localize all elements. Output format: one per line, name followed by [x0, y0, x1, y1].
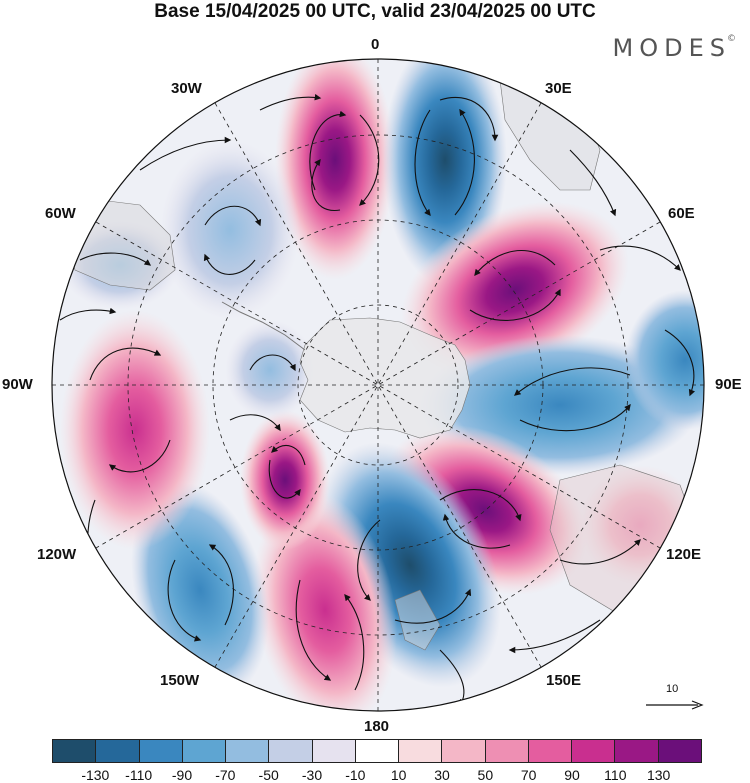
lon-label-150w: 150W — [160, 672, 200, 689]
anomaly-field — [52, 59, 704, 711]
colorbar-tick-label: -130 — [81, 767, 110, 783]
colorbar-tick-label: -10 — [345, 767, 366, 783]
colorbar-swatch — [312, 740, 356, 762]
colorbar-swatch — [269, 740, 313, 762]
colorbar-swatch — [658, 740, 701, 762]
colorbar-tick-label: -110 — [125, 767, 153, 783]
negative-anomaly — [225, 320, 315, 420]
positive-anomaly — [252, 491, 398, 711]
lon-label-60e: 60E — [668, 205, 695, 222]
lon-label-30e: 30E — [545, 80, 572, 97]
graticule — [52, 59, 704, 711]
colorbar-tick-label: 10 — [390, 767, 407, 783]
chart-title: Base 15/04/2025 00 UTC, valid 23/04/2025… — [154, 1, 596, 22]
colorbar-swatch — [442, 740, 486, 762]
lon-label-180: 180 — [364, 718, 390, 735]
colorbar-tick-label: 70 — [520, 767, 537, 783]
colorbar-tick-label: -90 — [171, 767, 193, 783]
new-zealand — [394, 589, 441, 651]
colorbar-swatch — [399, 740, 443, 762]
colorbar-swatch — [355, 740, 400, 762]
positive-anomaly — [401, 201, 629, 379]
brand-text: MODES — [612, 34, 731, 62]
colorbar-swatch — [485, 740, 529, 762]
reference-arrow-icon — [646, 700, 704, 710]
lon-label-60w: 60W — [45, 205, 76, 222]
colorbar-tick-label: 110 — [604, 767, 627, 783]
colorbar-tick-label: 50 — [477, 767, 494, 783]
colorbar-swatches — [52, 739, 702, 763]
negative-anomaly — [160, 140, 300, 320]
lon-label-30w: 30W — [171, 80, 202, 97]
reference-vector: 10 — [640, 683, 706, 713]
colorbar-swatch — [572, 740, 616, 762]
wind-streamlines — [59, 93, 696, 707]
colorbar-swatch — [615, 740, 659, 762]
modes-logo: MODES© — [613, 34, 736, 62]
positive-anomaly — [60, 310, 210, 550]
colorbar-tick-label: 90 — [564, 767, 580, 783]
colorbar-swatch — [53, 740, 97, 762]
antarctica-landmass — [299, 317, 471, 439]
colorbar-swatch — [139, 740, 183, 762]
map-boundary — [51, 58, 705, 712]
lon-label-150e: 150E — [546, 672, 582, 689]
colorbar: -130 -110 -90 -70 -50 -30 -10 10 30 50 70 90 110 130 — [52, 739, 702, 783]
colorbar-swatch — [182, 740, 227, 762]
colorbar-swatch — [96, 740, 140, 762]
negative-anomaly — [625, 290, 704, 430]
colorbar-swatch — [528, 740, 573, 762]
lon-label-120e: 120E — [666, 546, 702, 563]
colorbar-tick-label: -50 — [258, 767, 279, 783]
colorbar-tick-label: 30 — [434, 767, 450, 783]
brand-mark: © — [727, 34, 736, 44]
lon-label-0: 0 — [371, 36, 380, 53]
colorbar-swatch — [226, 740, 270, 762]
antarctic-peninsula — [221, 301, 306, 351]
colorbar-tick-label: -70 — [215, 767, 236, 783]
colorbar-tick-label: -30 — [301, 767, 323, 783]
lon-label-120w: 120W — [37, 546, 77, 563]
lon-label-90w: 90W — [2, 376, 33, 393]
positive-anomaly — [275, 59, 395, 280]
positive-anomaly — [240, 410, 330, 550]
lon-label-90e: 90E — [715, 376, 742, 393]
reference-vector-label: 10 — [666, 683, 679, 695]
colorbar-tick-label: 130 — [646, 767, 671, 783]
